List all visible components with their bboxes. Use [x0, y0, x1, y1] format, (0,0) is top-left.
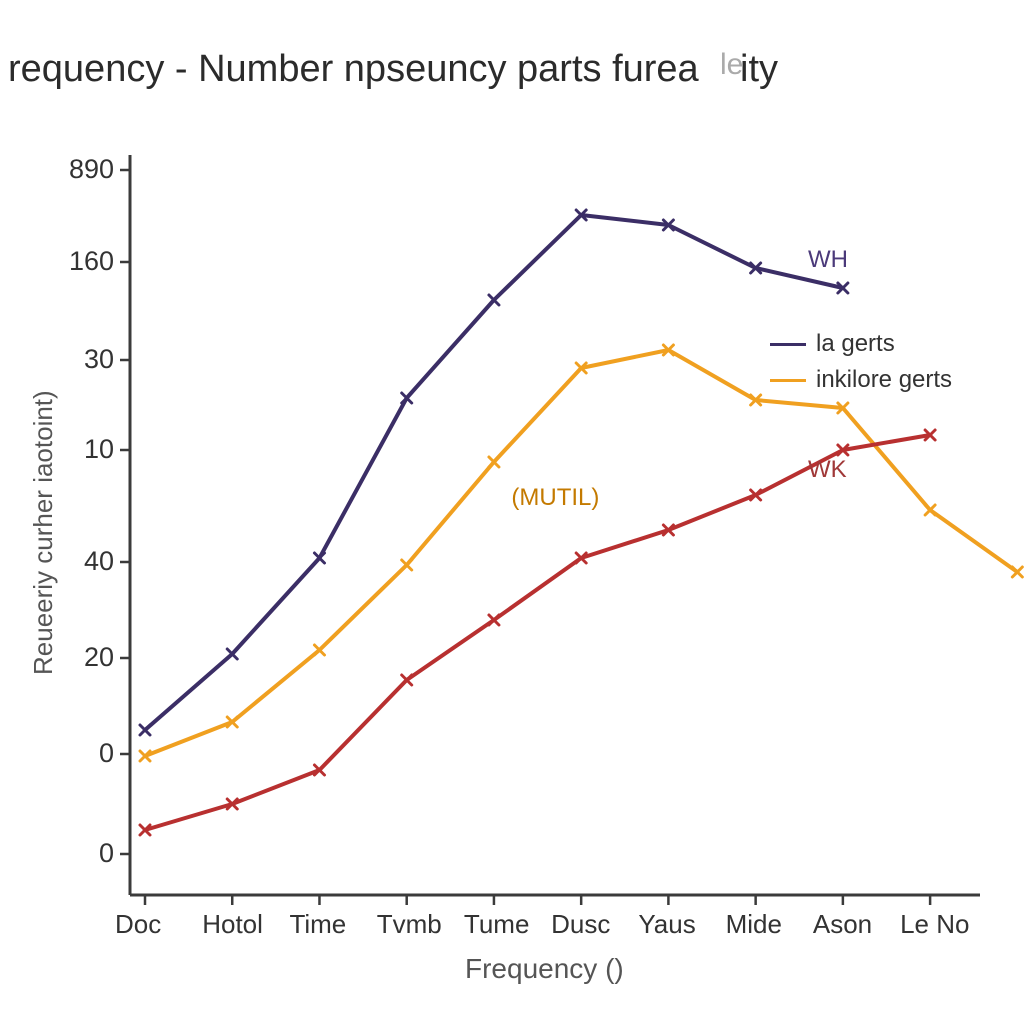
y-tick-label-5: 20: [84, 642, 114, 673]
x-tick-label-5: Dusc: [551, 909, 610, 940]
y-axis-label: Reueeriy curher iaotoint): [28, 390, 59, 675]
legend-label-1: inkilore gerts: [816, 366, 952, 394]
legend-label-0: la gerts: [816, 330, 895, 358]
legend-swatch-0: [770, 343, 806, 346]
x-tick-label-8: Ason: [813, 909, 872, 940]
series-la gerts: [140, 210, 848, 735]
series-annotation-1: (MUTIL): [511, 484, 599, 512]
y-tick-label-2: 30: [84, 344, 114, 375]
x-tick-label-6: Yaus: [638, 909, 695, 940]
chart-svg: [0, 0, 1024, 1024]
x-axis-label: Frequency (): [465, 953, 624, 985]
x-tick-label-2: Time: [289, 909, 346, 940]
y-tick-label-6: 0: [99, 738, 114, 769]
x-tick-label-9: Le No: [900, 909, 969, 940]
y-tick-label-4: 40: [84, 546, 114, 577]
legend-swatch-1: [770, 379, 806, 382]
y-tick-label-7: 0: [99, 838, 114, 869]
series-end-label-2: WK: [808, 456, 847, 484]
x-tick-label-0: Doc: [115, 909, 161, 940]
y-tick-label-1: 160: [69, 246, 114, 277]
series-inkilore gerts: [140, 345, 1022, 761]
legend-item-1: inkilore gerts: [770, 366, 952, 394]
y-tick-label-0: 890: [69, 154, 114, 185]
x-tick-label-7: Mide: [726, 909, 782, 940]
series-end-label-0: WH: [808, 246, 848, 274]
y-tick-label-3: 10: [84, 434, 114, 465]
x-tick-label-1: Hotol: [202, 909, 263, 940]
legend-item-0: la gerts: [770, 330, 952, 358]
legend: la gerts inkilore gerts: [770, 330, 952, 402]
x-tick-label-4: Tume: [464, 909, 530, 940]
x-tick-label-3: Tvmb: [377, 909, 442, 940]
